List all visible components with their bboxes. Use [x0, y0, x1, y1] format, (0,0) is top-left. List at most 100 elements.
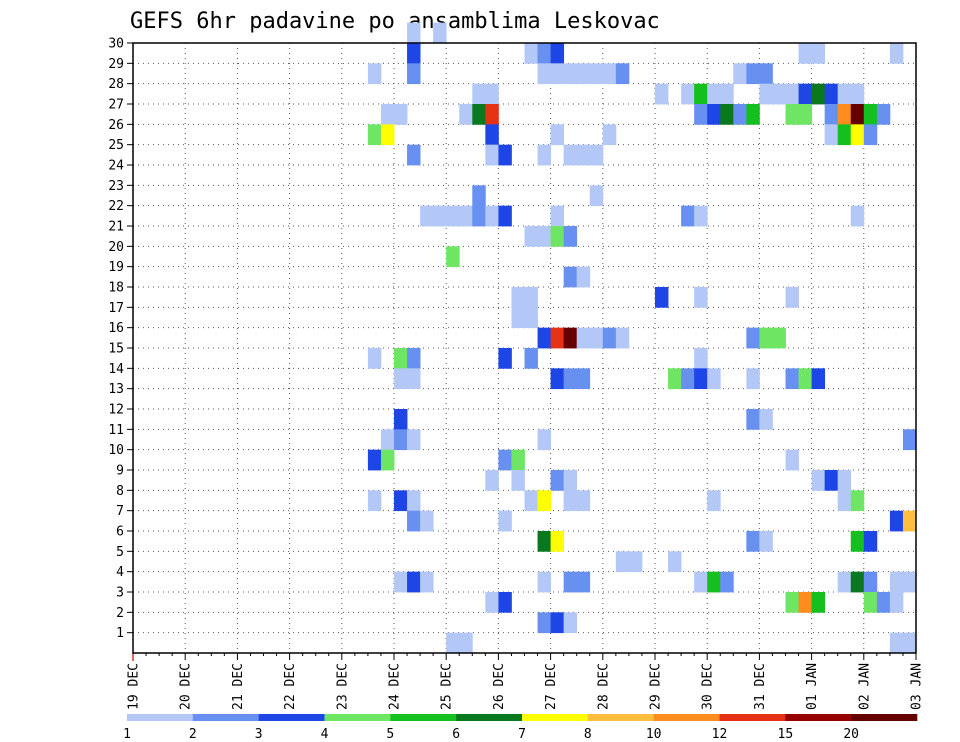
y-tick-label: 17 [108, 301, 124, 316]
y-tick-label: 19 [108, 260, 124, 275]
heatmap-cell [694, 571, 708, 593]
y-tick-label: 27 [108, 98, 124, 113]
heatmap-cell [498, 592, 512, 613]
heatmap-cell [485, 144, 499, 166]
y-tick-label: 20 [108, 240, 124, 255]
heatmap-cell [459, 632, 473, 654]
heatmap-cell [380, 429, 395, 451]
heatmap-cell [602, 327, 617, 349]
colorbar-swatch [390, 714, 457, 721]
heatmap-cell [863, 531, 878, 552]
heatmap-cell [759, 409, 773, 430]
heatmap-cell [707, 490, 721, 512]
heatmap-cell [602, 124, 617, 146]
chart-title: GEFS 6hr padavine po ansamblima Leskovac [130, 9, 660, 34]
heatmap-cell [746, 104, 760, 125]
heatmap-cell [785, 368, 799, 390]
heatmap-cell [485, 205, 499, 227]
heatmap-cell [576, 144, 591, 166]
heatmap-cell [733, 104, 747, 125]
y-tick-label: 10 [108, 443, 124, 458]
heatmap-cell [850, 490, 865, 512]
heatmap-cell [694, 205, 708, 227]
heatmap-cell [759, 531, 773, 552]
colorbar-label: 7 [518, 727, 526, 742]
colorbar-legend: 1 2 3 4 5 6 7 8 10 12 15 20 [123, 714, 918, 742]
y-tick-label: 14 [108, 362, 124, 377]
heatmap-cell [902, 429, 917, 451]
colorbar-swatch [192, 714, 259, 721]
heatmap-cell [537, 144, 551, 166]
y-tick-label: 8 [116, 484, 124, 499]
heatmap-cell [563, 144, 578, 166]
heatmap-cell [655, 83, 669, 105]
heatmap-cell [668, 368, 682, 390]
heatmap-cell [407, 490, 421, 512]
heatmap-cell [524, 287, 538, 308]
heatmap-cell [550, 531, 565, 552]
x-tick-label: 19 DEC [127, 663, 142, 710]
heatmap-cell [511, 287, 525, 308]
heatmap-cell [655, 287, 669, 308]
heatmap-cell [837, 571, 852, 593]
heatmap-cell [407, 368, 421, 390]
heatmap-cell [537, 226, 551, 247]
heatmap-cell [563, 490, 578, 512]
heatmap-cell [563, 226, 578, 247]
heatmap-cell [498, 449, 512, 471]
heatmap-cell [615, 551, 630, 573]
heatmap-cell [524, 490, 538, 512]
colorbar-label: 20 [843, 727, 859, 742]
heatmap-cell [889, 632, 904, 654]
heatmap-cell [394, 490, 408, 512]
heatmap-cell [589, 185, 604, 207]
heatmap-cell [746, 409, 760, 430]
heatmap-cell [785, 287, 799, 308]
heatmap-cell [511, 470, 525, 491]
heatmap-cell [589, 144, 604, 166]
heatmap-cell [485, 470, 499, 491]
heatmap-cell [537, 63, 551, 85]
heatmap-cell [772, 327, 786, 349]
y-tick-label: 4 [116, 565, 124, 580]
x-tick-label: 26 DEC [492, 663, 507, 710]
heatmap-cell [550, 226, 565, 247]
heatmap-cell [407, 144, 421, 166]
x-tick-label: 31 DEC [753, 663, 768, 710]
heatmap-cell [772, 83, 786, 105]
colorbar-swatch [587, 714, 654, 721]
colorbar-swatch [785, 714, 852, 721]
y-tick-label: 18 [108, 281, 124, 296]
heatmap-cell [628, 551, 643, 573]
heatmap-cell [563, 327, 578, 349]
colorbar-label: 10 [646, 727, 662, 742]
heatmap-cell [472, 83, 486, 105]
colorbar-swatch [127, 714, 194, 721]
y-tick-label: 16 [108, 321, 124, 336]
heatmap-cell [902, 632, 917, 654]
heatmap-cell [485, 592, 499, 613]
heatmap-cell [902, 571, 917, 593]
heatmap-cell [407, 571, 421, 593]
heatmap-cell [394, 368, 408, 390]
heatmap-cell [707, 368, 721, 390]
y-tick-label: 5 [116, 545, 124, 560]
heatmap-cell [550, 612, 565, 634]
x-tick-label: 24 DEC [388, 663, 403, 710]
heatmap-cell [681, 368, 695, 390]
y-tick-label: 1 [116, 626, 124, 641]
y-tick-label: 15 [108, 342, 124, 357]
heatmap-cell [785, 83, 799, 105]
heatmap-cell [446, 632, 460, 654]
heatmap-cell [746, 368, 760, 390]
x-tick-label: 29 DEC [649, 663, 664, 710]
heatmap-cell [824, 104, 839, 125]
y-tick-label: 12 [108, 403, 124, 418]
heatmap-cell [707, 104, 721, 125]
heatmap-cell [407, 43, 421, 64]
heatmap-cell [720, 104, 734, 125]
heatmap-cell [576, 571, 591, 593]
x-tick-label: 21 DEC [231, 663, 246, 710]
heatmap-cell [889, 43, 904, 64]
